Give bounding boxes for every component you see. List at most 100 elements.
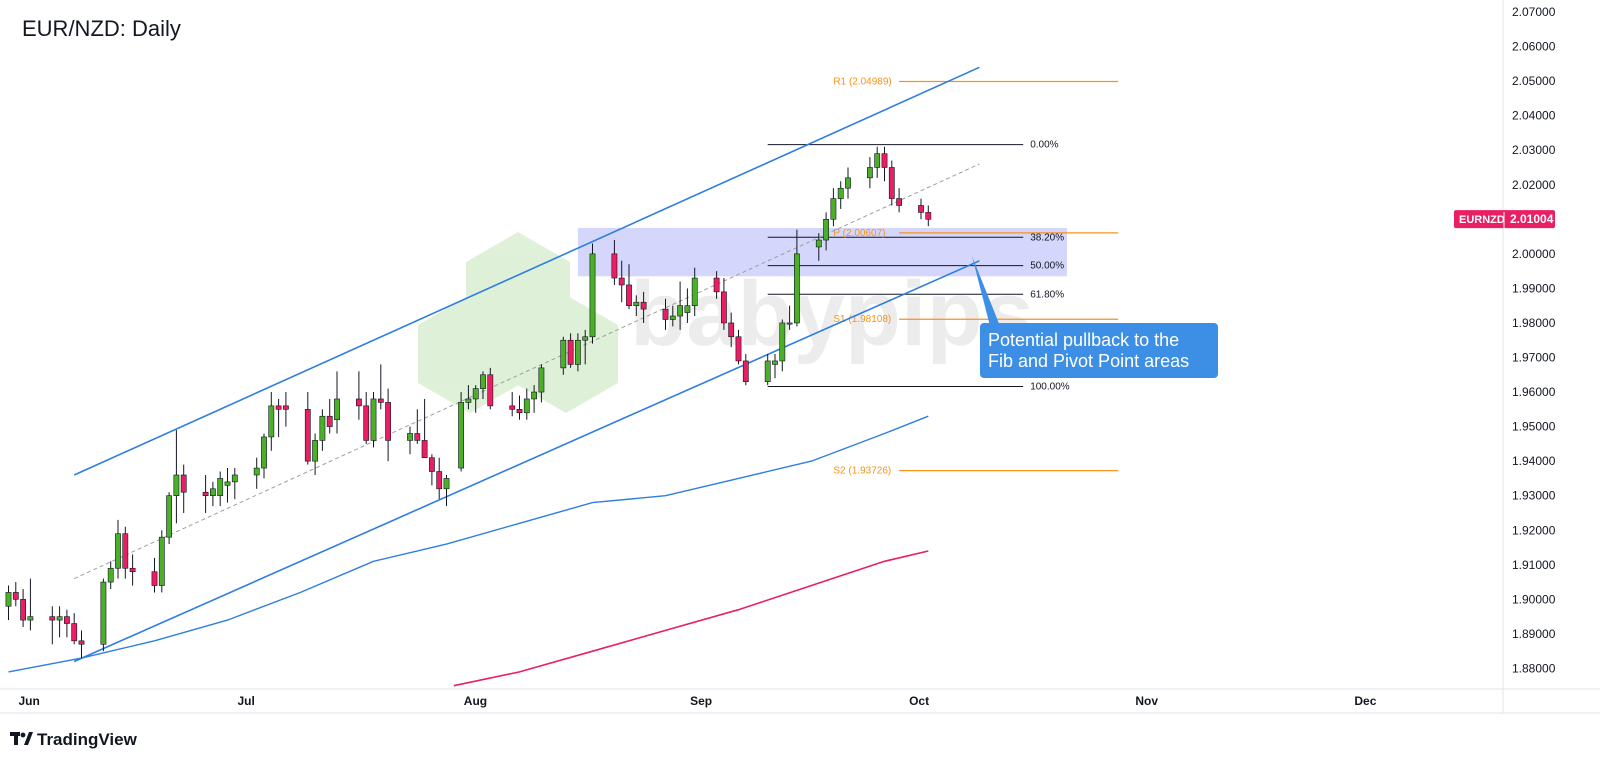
candle-body [78,640,85,645]
x-tick-label-nov: Nov [1135,694,1158,708]
candle-body [100,581,107,645]
candle-body [713,277,720,293]
tradingview-logo[interactable]: TradingView [10,730,138,749]
fibonacci-retracement: 0.00% 38.20% 50.00% 61.80% 100.00% [767,140,1070,393]
candle-body [684,305,691,313]
candle-body [531,391,537,400]
fib-level-label: 100.00% [1030,382,1070,393]
callout-line-2: Fib and Pivot Point areas [988,351,1189,371]
channel-upper-line [73,66,980,476]
candle [618,260,625,303]
candle-body [334,398,340,420]
y-tick-label: 1.90000 [1512,592,1556,606]
candle-body [304,409,311,462]
candle-body [436,471,443,490]
candle-body [224,481,231,486]
candle [428,454,435,486]
candle [275,398,282,437]
candle [793,229,800,327]
candle [312,433,318,475]
candle [684,288,691,323]
candle-body [158,536,165,586]
candle-body [253,467,260,476]
y-tick-label: 1.89000 [1512,627,1556,641]
fib-level-label: 50.00% [1030,261,1064,272]
candle [465,385,472,410]
fib-level-label: 0.00% [1030,140,1058,151]
candle [319,409,326,451]
y-tick-label: 1.96000 [1512,385,1556,399]
candle-body [896,198,902,206]
candle [574,333,581,372]
y-tick-label: 1.94000 [1512,454,1556,468]
candle [677,281,683,330]
candle [691,267,698,317]
candle-body [217,478,224,496]
tradingview-icon [10,732,33,745]
price-tag-value: 2.01004 [1510,212,1554,226]
candle-body [582,336,589,341]
candle-body [210,488,216,497]
pivot-level-label: R1 (2.04989) [833,76,891,87]
candle-body [779,322,786,362]
candle-body [691,277,698,306]
y-tick-label: 1.88000 [1512,661,1556,675]
moving-average-slow [453,550,929,687]
candle [5,585,12,621]
x-tick-label-jun: Jun [19,694,40,708]
candle-body [71,623,78,642]
candle-body [421,440,428,458]
candle [173,430,180,524]
candle-body [728,322,735,338]
candle-body [866,167,873,179]
candle [509,392,516,417]
pivot-level-label: S1 (1.98108) [833,314,891,325]
candle-body [574,339,581,365]
candle [896,188,902,213]
candle-body [837,187,844,199]
candle [107,561,114,589]
candle-body [122,533,129,569]
candle-body [355,398,362,407]
candle [472,385,479,413]
candle [823,212,829,251]
candle-body [319,415,326,441]
watermark-text: babypips [630,263,1034,365]
candle-body [830,198,837,220]
pivot-level-label: P (2.00607) [833,228,885,239]
candle [538,364,545,403]
candle-body [845,177,851,189]
candle-body [538,367,545,393]
candle-body [793,253,800,324]
candle-body [49,616,56,621]
candle [582,329,589,365]
candle-body [20,599,26,621]
pivot-level-label: S2 (1.93726) [833,466,891,477]
candle-body [64,616,70,624]
candle-body [27,616,34,621]
x-tick-label-sep: Sep [690,694,712,708]
candle-body [458,402,464,469]
candle-body [180,474,187,493]
y-tick-label: 1.91000 [1512,558,1556,572]
candle-body [888,167,895,199]
candle [326,398,333,434]
x-tick-label-aug: Aug [464,694,487,708]
y-tick-label: 2.06000 [1512,40,1556,54]
candle-body [129,567,136,573]
x-tick-label-dec: Dec [1354,694,1376,708]
candle [888,160,895,206]
candle-body [202,491,209,496]
y-tick-label: 2.00000 [1512,247,1556,261]
candle-body [626,284,632,306]
candle-body [735,336,742,362]
candle-body [677,305,683,317]
candle [837,181,844,209]
candle-body [56,616,63,621]
y-tick-label: 1.97000 [1512,351,1556,365]
candle-body [764,360,771,382]
candle [268,392,275,451]
candle [458,392,464,472]
y-tick-label: 1.92000 [1512,523,1556,537]
